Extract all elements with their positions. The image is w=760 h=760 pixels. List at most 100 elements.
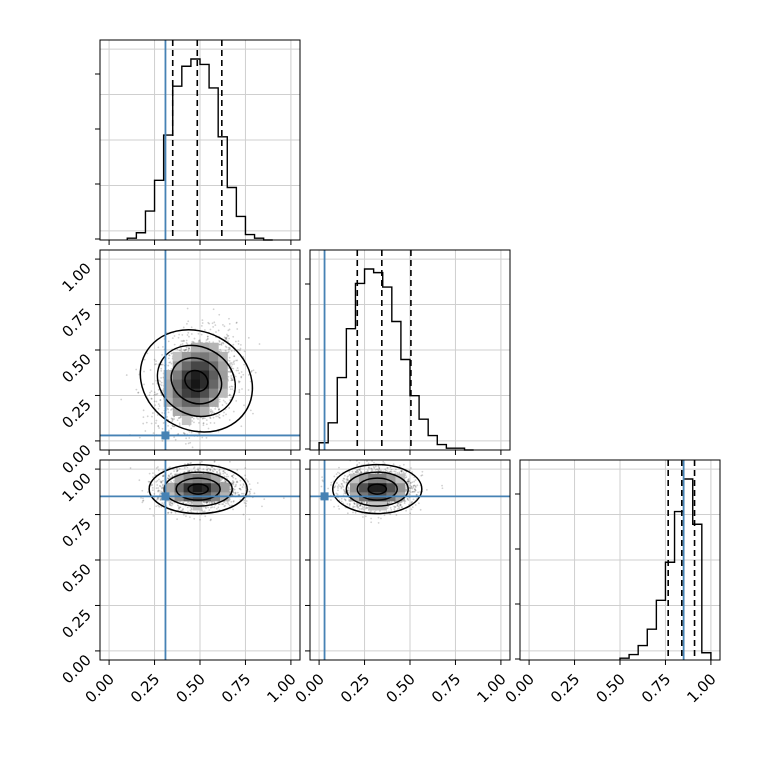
- sample-point: [184, 348, 187, 351]
- sample-point: [240, 492, 243, 495]
- sample-point: [159, 383, 161, 386]
- sample-point: [225, 338, 228, 341]
- sample-point: [213, 461, 216, 463]
- sample-point: [179, 349, 182, 352]
- sample-point: [150, 397, 153, 400]
- sample-point: [178, 417, 181, 419]
- sample-point: [349, 503, 351, 506]
- sample-point: [348, 470, 351, 473]
- sample-point: [240, 371, 243, 373]
- sample-point: [386, 501, 389, 504]
- sample-point: [235, 369, 238, 372]
- sample-point: [188, 424, 191, 427]
- sample-point: [211, 465, 213, 468]
- sample-point: [357, 505, 360, 508]
- sample-point: [219, 348, 222, 351]
- sample-point: [152, 472, 154, 475]
- sample-point: [186, 455, 188, 457]
- sample-point: [346, 512, 349, 515]
- sample-point: [161, 502, 164, 505]
- sample-point: [358, 507, 361, 510]
- sample-point: [155, 363, 157, 365]
- density-bin: [218, 388, 228, 398]
- sample-point: [401, 506, 404, 509]
- sample-point: [167, 475, 170, 477]
- sample-point: [231, 378, 234, 381]
- sample-point: [217, 408, 220, 411]
- sample-point: [158, 478, 160, 481]
- sample-point: [390, 501, 393, 504]
- sample-point: [155, 467, 158, 469]
- sample-point: [370, 468, 373, 470]
- sample-point: [351, 470, 354, 473]
- sample-point: [389, 513, 392, 516]
- sample-point: [197, 332, 200, 335]
- sample-point: [412, 490, 415, 493]
- sample-point: [235, 481, 238, 484]
- sample-point: [228, 371, 231, 373]
- sample-point: [244, 467, 247, 469]
- sample-point: [202, 417, 205, 420]
- sample-point: [365, 470, 368, 473]
- sample-point: [358, 468, 361, 471]
- sample-point: [156, 484, 159, 486]
- sample-point: [153, 391, 156, 394]
- sample-point: [182, 326, 185, 329]
- sample-point: [233, 363, 236, 365]
- sample-point: [234, 375, 237, 378]
- sample-point: [157, 489, 160, 492]
- sample-point: [179, 506, 182, 509]
- sample-point: [404, 474, 407, 477]
- sample-point: [345, 481, 348, 484]
- sample-point: [395, 514, 398, 516]
- sample-point: [190, 461, 193, 464]
- sample-point: [263, 498, 266, 501]
- sample-point: [341, 484, 344, 487]
- sample-point: [373, 461, 375, 464]
- sample-point: [191, 416, 194, 419]
- sample-point: [145, 421, 148, 424]
- density-bin: [220, 482, 230, 493]
- sample-point: [183, 349, 185, 351]
- sample-point: [379, 469, 382, 472]
- sample-point: [185, 348, 188, 351]
- sample-point: [216, 470, 218, 473]
- sample-point: [420, 474, 423, 477]
- sample-point: [249, 380, 252, 383]
- sample-point: [209, 417, 212, 420]
- sample-point: [232, 481, 235, 484]
- sample-point: [175, 467, 178, 470]
- sample-point: [166, 477, 169, 479]
- sample-point: [228, 363, 231, 365]
- sample-point: [155, 422, 157, 424]
- sample-point: [355, 471, 358, 474]
- sample-point: [235, 322, 238, 324]
- sample-point: [227, 334, 230, 337]
- sample-point: [241, 388, 243, 390]
- sample-point: [235, 400, 238, 402]
- sample-point: [227, 503, 230, 506]
- sample-point: [171, 408, 173, 410]
- sample-point: [150, 484, 153, 487]
- sample-point: [338, 472, 341, 475]
- sample-point: [199, 340, 201, 343]
- x-tick-label: 0.75: [638, 670, 674, 706]
- density-bin: [163, 370, 174, 380]
- sample-point: [236, 367, 239, 369]
- sample-point: [348, 489, 351, 492]
- sample-point: [188, 516, 191, 519]
- density-bin: [200, 388, 210, 398]
- sample-point: [218, 313, 221, 316]
- sample-point: [221, 404, 224, 406]
- density-bin: [190, 360, 201, 371]
- sample-point: [261, 505, 263, 508]
- sample-point: [179, 343, 182, 346]
- density-bin: [181, 415, 192, 426]
- sample-point: [172, 418, 174, 421]
- sample-point: [205, 436, 208, 439]
- sample-point: [162, 483, 164, 486]
- sample-point: [167, 429, 170, 432]
- sample-point: [238, 391, 241, 394]
- sample-point: [216, 471, 218, 474]
- density-bin: [172, 397, 183, 407]
